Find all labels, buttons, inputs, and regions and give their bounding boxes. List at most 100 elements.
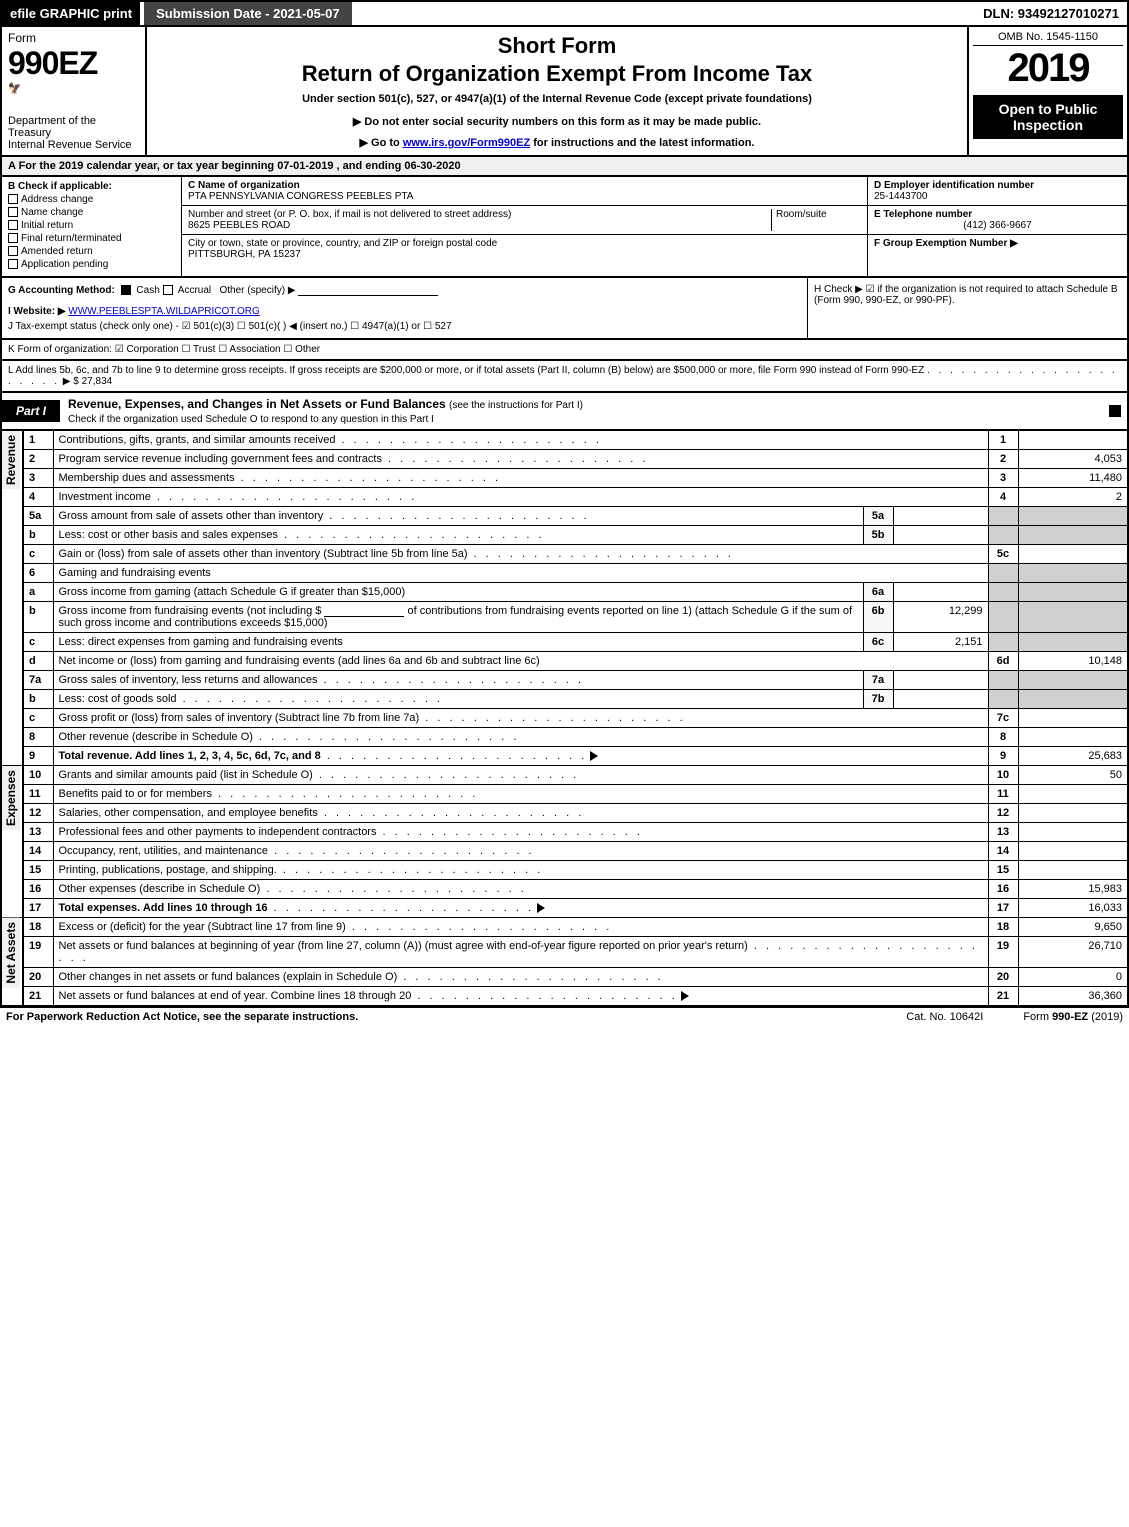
line-20-desc: Other changes in net assets or fund bala… bbox=[59, 971, 398, 983]
section-b-checkboxes: B Check if applicable: Address change Na… bbox=[2, 177, 182, 276]
table-row: b Less: cost of goods sold 7b bbox=[1, 690, 1128, 709]
line-14-col: 14 bbox=[988, 842, 1018, 861]
checkbox-icon bbox=[8, 220, 18, 230]
checkbox-address-change[interactable]: Address change bbox=[8, 194, 175, 205]
website-link[interactable]: WWW.PEEBLESPTA.WILDAPRICOT.ORG bbox=[68, 306, 260, 317]
checkbox-application-pending[interactable]: Application pending bbox=[8, 259, 175, 270]
line-6d-desc: Net income or (loss) from gaming and fun… bbox=[53, 652, 988, 671]
line-4-val: 2 bbox=[1018, 488, 1128, 507]
table-row: 11 Benefits paid to or for members 11 bbox=[1, 785, 1128, 804]
table-row: 3 Membership dues and assessments 3 11,4… bbox=[1, 469, 1128, 488]
table-row: c Gain or (loss) from sale of assets oth… bbox=[1, 545, 1128, 564]
line-2-col: 2 bbox=[988, 450, 1018, 469]
checkbox-initial-return[interactable]: Initial return bbox=[8, 220, 175, 231]
org-name-cell: C Name of organization PTA PENNSYLVANIA … bbox=[182, 177, 867, 206]
table-row: 12 Salaries, other compensation, and emp… bbox=[1, 804, 1128, 823]
table-row: 19 Net assets or fund balances at beginn… bbox=[1, 937, 1128, 968]
shaded-cell bbox=[988, 671, 1018, 690]
shaded-cell bbox=[988, 690, 1018, 709]
part-1-subtitle: (see the instructions for Part I) bbox=[449, 400, 583, 411]
line-6c-num: c bbox=[23, 633, 53, 652]
line-5a-sub: 5a bbox=[863, 507, 893, 526]
section-k-form-of-organization: K Form of organization: ☑ Corporation ☐ … bbox=[0, 340, 1129, 361]
shaded-cell bbox=[1018, 690, 1128, 709]
table-row: 20 Other changes in net assets or fund b… bbox=[1, 968, 1128, 987]
line-7b-num: b bbox=[23, 690, 53, 709]
table-row: 6 Gaming and fundraising events bbox=[1, 564, 1128, 583]
line-12-num: 12 bbox=[23, 804, 53, 823]
section-i-label: I Website: ▶ bbox=[8, 306, 66, 317]
irs-label: Internal Revenue Service bbox=[8, 139, 139, 151]
line-21-val: 36,360 bbox=[1018, 987, 1128, 1007]
org-name-value: PTA PENNSYLVANIA CONGRESS PEEBLES PTA bbox=[188, 191, 861, 202]
line-13-val bbox=[1018, 823, 1128, 842]
line-10-num: 10 bbox=[23, 766, 53, 785]
line-5c-num: c bbox=[23, 545, 53, 564]
line-14-val bbox=[1018, 842, 1128, 861]
section-c-org-info: C Name of organization PTA PENNSYLVANIA … bbox=[182, 177, 867, 276]
line-2-val: 4,053 bbox=[1018, 450, 1128, 469]
line-7b-desc: Less: cost of goods sold bbox=[59, 693, 177, 705]
line-7c-desc: Gross profit or (loss) from sales of inv… bbox=[59, 712, 420, 724]
line-6d-col: 6d bbox=[988, 652, 1018, 671]
line-20-num: 20 bbox=[23, 968, 53, 987]
line-5b-num: b bbox=[23, 526, 53, 545]
table-row: c Gross profit or (loss) from sales of i… bbox=[1, 709, 1128, 728]
line-8-col: 8 bbox=[988, 728, 1018, 747]
org-name-label: C Name of organization bbox=[188, 180, 861, 191]
shaded-cell bbox=[1018, 633, 1128, 652]
checkbox-name-change[interactable]: Name change bbox=[8, 207, 175, 218]
accrual-label: Accrual bbox=[178, 285, 211, 296]
expenses-side-label: Expenses bbox=[2, 766, 20, 830]
line-5c-val bbox=[1018, 545, 1128, 564]
line-7c-num: c bbox=[23, 709, 53, 728]
checkbox-icon bbox=[8, 233, 18, 243]
line-3-desc: Membership dues and assessments bbox=[59, 472, 235, 484]
room-suite-label: Room/suite bbox=[771, 209, 861, 231]
line-11-num: 11 bbox=[23, 785, 53, 804]
line-12-desc: Salaries, other compensation, and employ… bbox=[59, 807, 318, 819]
irs-eagle-icon: 🦅 bbox=[8, 83, 22, 95]
checkbox-final-return[interactable]: Final return/terminated bbox=[8, 233, 175, 244]
part-1-lines-table: Revenue 1 Contributions, gifts, grants, … bbox=[0, 431, 1129, 1007]
line-15-col: 15 bbox=[988, 861, 1018, 880]
short-form-title: Short Form bbox=[157, 33, 957, 59]
line-5a-desc: Gross amount from sale of assets other t… bbox=[59, 510, 324, 522]
part-1-title-text: Revenue, Expenses, and Changes in Net As… bbox=[68, 397, 446, 411]
line-7c-col: 7c bbox=[988, 709, 1018, 728]
line-9-num: 9 bbox=[23, 747, 53, 766]
cat-number: Cat. No. 10642I bbox=[906, 1011, 983, 1023]
line-11-val bbox=[1018, 785, 1128, 804]
line-17-num: 17 bbox=[23, 899, 53, 918]
table-row: 2 Program service revenue including gove… bbox=[1, 450, 1128, 469]
table-row: 4 Investment income 4 2 bbox=[1, 488, 1128, 507]
table-row: b Gross income from fundraising events (… bbox=[1, 602, 1128, 633]
submission-date-label: Submission Date - 2021-05-07 bbox=[144, 2, 352, 25]
line-7a-num: 7a bbox=[23, 671, 53, 690]
form-number-footer: Form 990-EZ (2019) bbox=[1023, 1011, 1123, 1023]
checkbox-amended-return[interactable]: Amended return bbox=[8, 246, 175, 257]
telephone-cell: E Telephone number (412) 366-9667 bbox=[868, 206, 1127, 235]
section-j-tax-exempt-status: J Tax-exempt status (check only one) - ☑… bbox=[8, 321, 801, 332]
cash-label: Cash bbox=[136, 285, 159, 296]
line-6c-desc: Less: direct expenses from gaming and fu… bbox=[53, 633, 863, 652]
ein-cell: D Employer identification number 25-1443… bbox=[868, 177, 1127, 206]
other-specify-label: Other (specify) ▶ bbox=[219, 285, 295, 296]
do-not-enter-ssn: ▶ Do not enter social security numbers o… bbox=[157, 115, 957, 128]
line-6a-subval bbox=[893, 583, 988, 602]
shaded-cell bbox=[1018, 526, 1128, 545]
line-3-col: 3 bbox=[988, 469, 1018, 488]
irs-gov-link[interactable]: www.irs.gov/Form990EZ bbox=[403, 137, 530, 149]
section-l-amount: 27,834 bbox=[82, 376, 113, 387]
other-specify-blank[interactable] bbox=[298, 284, 438, 296]
line-6-desc: Gaming and fundraising events bbox=[53, 564, 988, 583]
line-12-col: 12 bbox=[988, 804, 1018, 823]
form-word: Form bbox=[8, 31, 139, 45]
open-to-public-inspection: Open to Public Inspection bbox=[973, 95, 1123, 139]
line-20-col: 20 bbox=[988, 968, 1018, 987]
table-row: 5a Gross amount from sale of assets othe… bbox=[1, 507, 1128, 526]
triangle-right-icon bbox=[681, 991, 689, 1001]
checkbox-accrual-icon[interactable] bbox=[163, 285, 173, 295]
shaded-cell bbox=[988, 507, 1018, 526]
shaded-cell bbox=[988, 526, 1018, 545]
